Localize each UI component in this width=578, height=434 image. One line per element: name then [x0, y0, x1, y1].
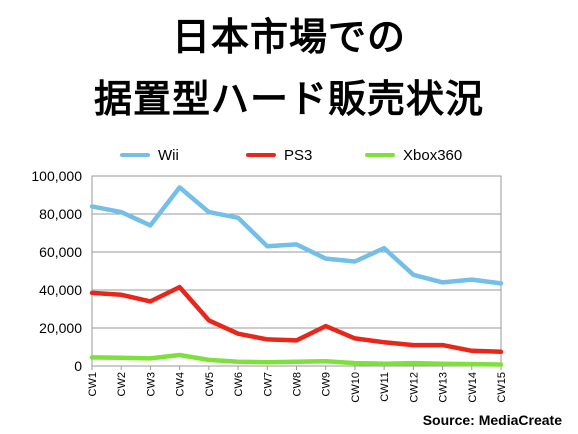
x-tick-label: CW1 [87, 372, 99, 396]
x-tick-label: CW6 [233, 372, 245, 396]
series-line-xbox360 [89, 352, 504, 367]
x-tick-label: CW8 [292, 372, 304, 396]
x-tick-label: CW12 [408, 372, 420, 403]
chart-title-line-2: 据置型ハード販売状況 [93, 77, 484, 121]
series-line-ps3 [89, 284, 504, 355]
x-tick-label: CW4 [175, 372, 187, 396]
x-tick-label: CW14 [467, 372, 479, 403]
x-tick-label: CW5 [204, 372, 216, 396]
y-tick-label: 80,000 [39, 206, 82, 222]
legend-label-ps3: PS3 [284, 147, 312, 164]
x-tick-label: CW2 [116, 372, 128, 396]
y-tick-label: 20,000 [39, 320, 82, 336]
y-tick-label: 0 [74, 358, 82, 374]
chart-title-line-1: 日本市場での [171, 15, 406, 59]
legend-label-xbox360: Xbox360 [403, 147, 462, 164]
x-tick-label: CW13 [438, 372, 450, 403]
x-tick-label: CW15 [496, 372, 508, 403]
y-tick-label: 60,000 [39, 244, 82, 260]
series-line-wii [89, 185, 504, 286]
x-tick-label: CW9 [321, 372, 333, 396]
plot-frame [91, 175, 502, 367]
x-tick-label: CW3 [145, 372, 157, 396]
x-tick-label: CW7 [262, 372, 274, 396]
source-note: Source: MediaCreate [422, 412, 562, 428]
x-tick-label: CW10 [350, 372, 362, 403]
y-tick-label: 40,000 [39, 282, 82, 298]
legend-label-wii: Wii [158, 147, 179, 164]
x-tick-label: CW11 [379, 372, 391, 402]
y-tick-label: 100,000 [31, 168, 82, 184]
